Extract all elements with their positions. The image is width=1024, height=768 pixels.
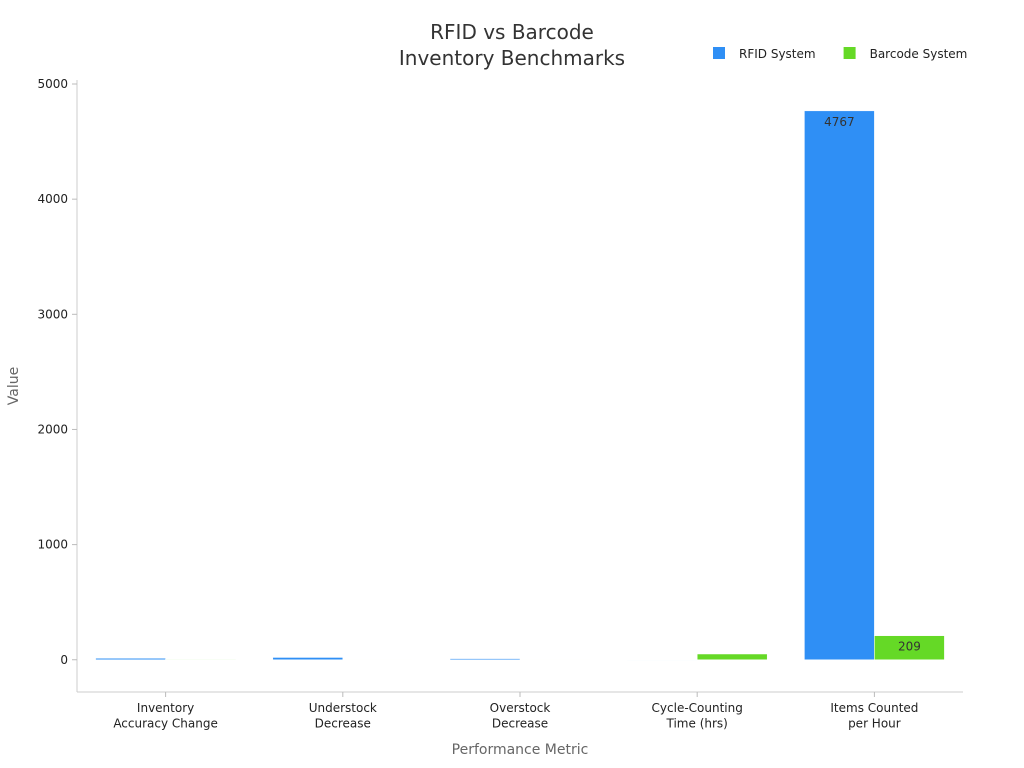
bar — [449, 658, 521, 661]
x-tick-label: Understock Decrease — [309, 701, 377, 731]
data-label: 209 — [898, 639, 921, 653]
legend-label: Barcode System — [870, 47, 968, 61]
x-axis-title: Performance Metric — [452, 742, 589, 758]
legend-swatch — [713, 47, 725, 59]
x-tick-label: Overstock Decrease — [490, 701, 551, 731]
y-axis-title: Value — [6, 367, 22, 405]
bar — [626, 659, 698, 661]
legend-label: RFID System — [739, 47, 816, 61]
chart-title: RFID vs Barcode Inventory Benchmarks — [399, 20, 625, 70]
bar — [696, 653, 768, 661]
bar — [165, 658, 236, 661]
y-tick-label: 2000 — [37, 422, 68, 436]
y-tick-label: 0 — [60, 652, 68, 666]
y-tick-label: 1000 — [37, 537, 68, 551]
y-tick-label: 5000 — [37, 77, 68, 91]
bar — [874, 635, 945, 661]
x-tick-label: Inventory Accuracy Change — [113, 701, 218, 731]
y-tick-label: 4000 — [37, 192, 68, 206]
x-tick-label: Items Counted per Hour — [830, 701, 918, 731]
bar — [519, 659, 591, 661]
bar — [95, 658, 166, 661]
bar — [272, 657, 344, 661]
data-label: 4767 — [824, 114, 855, 128]
x-tick-label: Cycle-Counting Time (hrs) — [652, 701, 743, 731]
bar — [342, 659, 414, 661]
y-tick-label: 3000 — [37, 307, 68, 321]
bar — [804, 110, 875, 661]
legend-swatch — [843, 47, 856, 59]
